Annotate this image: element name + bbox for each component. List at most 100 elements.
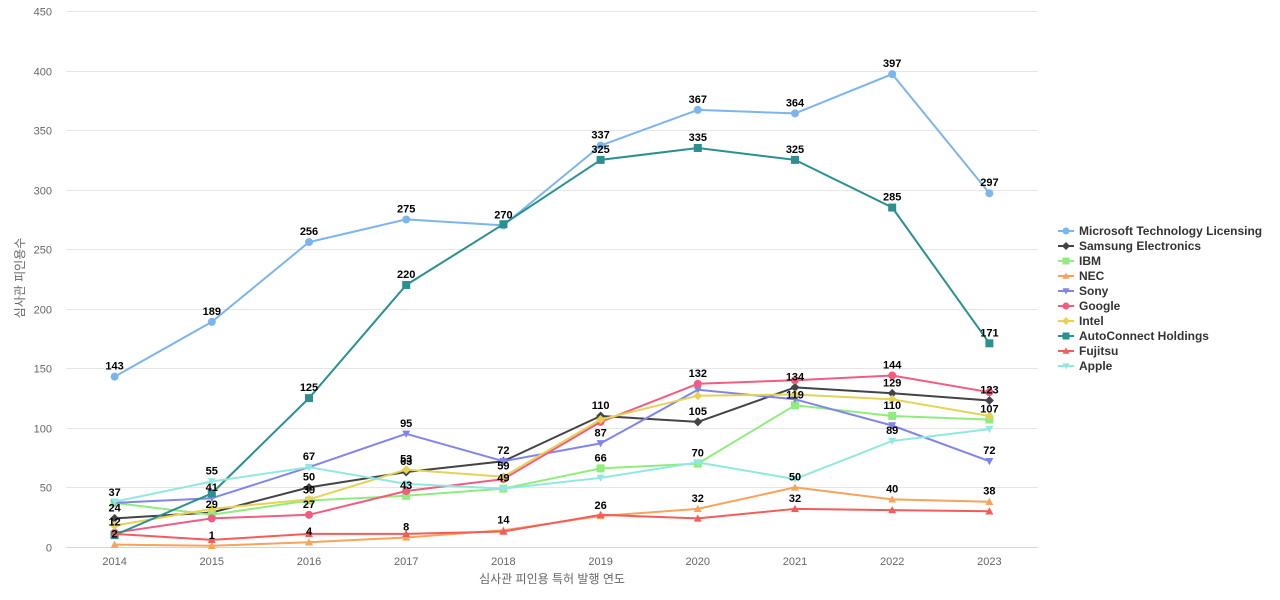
data-label: 26 [594,500,606,512]
y-tick-label: 350 [34,126,52,138]
data-point [888,203,897,212]
data-point [693,417,703,427]
data-label: 2 [112,529,118,541]
data-label: 27 [303,499,315,511]
series-7 [110,143,994,540]
data-label: 270 [494,209,512,221]
data-point [402,529,411,538]
x-tick-label: 2023 [977,556,1001,568]
data-label: 72 [497,445,509,457]
legend-item: AutoConnect Holdings [1058,329,1209,343]
data-point [791,155,799,164]
data-label: 134 [786,371,805,383]
data-point [305,538,313,546]
data-label: 53 [400,454,412,466]
data-point [985,507,994,515]
legend-symbol [1062,227,1070,235]
data-label: 129 [883,377,901,389]
data-label: 397 [883,58,901,70]
y-tick-label: 50 [40,483,52,495]
data-label: 8 [403,521,409,533]
data-label: 70 [692,448,704,460]
data-label: 40 [886,483,898,495]
data-point [791,396,799,404]
data-point [693,143,702,152]
data-point [402,280,411,289]
data-point [693,105,702,114]
data-label: 325 [786,144,804,156]
legend-symbol [1062,302,1070,310]
data-point [596,155,605,164]
data-label: 105 [689,406,707,418]
x-tick-label: 2017 [394,556,418,568]
series-line [114,393,990,527]
data-label: 12 [108,517,120,529]
data-label: 110 [883,400,901,412]
legend-item: Apple [1058,359,1113,373]
y-axis: 0 50 100 150 200 250 300 350 400 450 [34,7,52,555]
x-tick-label: 2019 [588,556,612,568]
series-line [114,388,990,504]
data-point [888,506,897,514]
legend-item: Microsoft Technology Licensing [1058,224,1262,238]
data-label: 367 [689,94,707,106]
data-label: 32 [789,493,801,505]
data-point [790,382,800,392]
data-point [790,390,800,400]
legend-symbol [1062,288,1070,295]
legend-label: Google [1079,299,1121,313]
data-point [402,430,411,438]
data-point [887,394,897,404]
data-label: 144 [883,359,902,371]
legend-symbol [1062,347,1070,354]
data-point [985,189,994,198]
data-label: 41 [206,482,218,494]
data-label: 220 [397,269,415,281]
legend-item: Google [1058,299,1121,313]
data-label: 37 [108,487,120,499]
data-label: 66 [594,452,606,464]
data-label: 95 [400,418,412,430]
legend-item: Samsung Electronics [1058,239,1201,253]
data-point [207,489,216,498]
data-point [888,495,897,503]
series-3 [110,483,994,550]
legend-label: Microsoft Technology Licensing [1079,224,1262,238]
data-label: 87 [594,427,606,439]
data-label: 32 [692,493,704,505]
series-line [114,147,991,537]
data-label: 123 [980,384,998,396]
data-point [402,215,411,224]
series-0 [110,70,994,381]
x-axis-title: 심사관 피인용 특허 발행 연도 [479,571,625,586]
y-tick-label: 400 [34,67,52,79]
data-point [110,372,119,381]
data-point [888,411,897,420]
data-label: 110 [592,400,610,412]
x-tick-label: 2016 [297,556,321,568]
data-point [791,483,799,491]
legend-item: NEC [1058,269,1105,283]
data-point [693,386,702,394]
data-label: 297 [980,177,998,189]
y-axis-title: 심사관 피인용수 [13,238,27,319]
legend-label: IBM [1079,254,1101,268]
data-label: 275 [397,203,415,215]
legend-item: Fujitsu [1058,344,1118,358]
legend-label: NEC [1079,269,1105,283]
data-point [791,401,799,410]
data-label: 337 [591,130,609,142]
data-point [304,494,314,504]
data-point [985,458,994,466]
legend-label: Fujitsu [1079,344,1118,358]
data-point [305,510,313,519]
data-label: 14 [497,514,510,526]
legend-item: Sony [1058,284,1109,298]
legend-item: IBM [1058,254,1101,268]
data-label: 125 [300,382,318,394]
y-tick-label: 100 [34,424,52,436]
data-label: 325 [591,144,609,156]
data-point [207,535,216,544]
